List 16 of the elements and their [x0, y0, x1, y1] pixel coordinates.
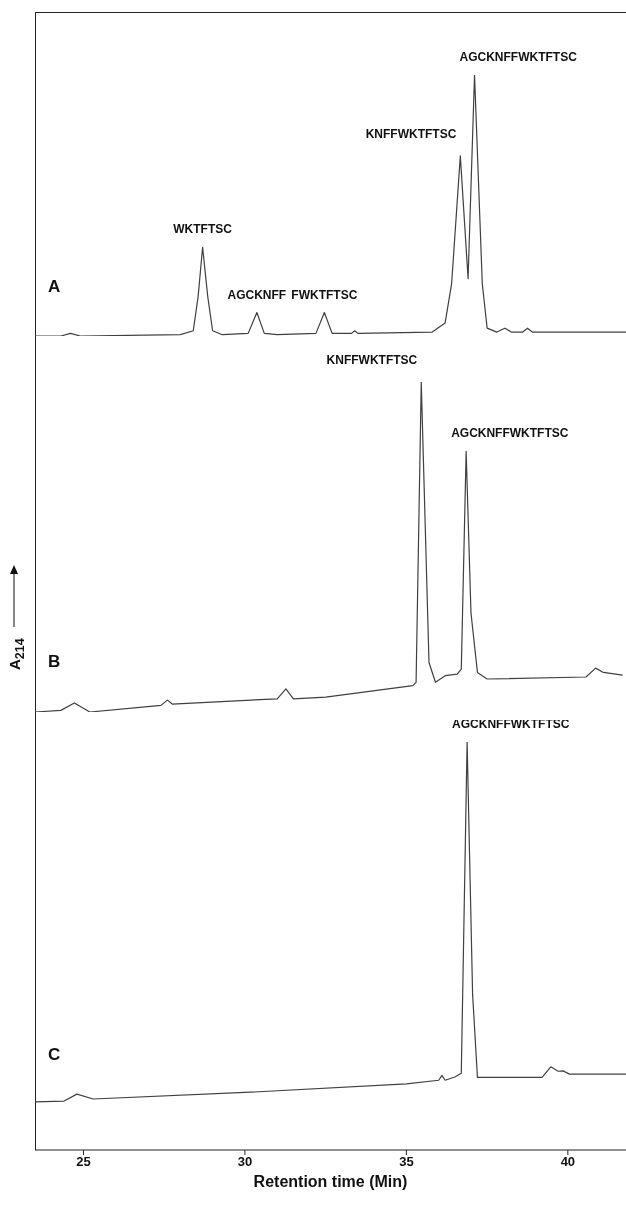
- annotation: FWKTFTSC: [291, 287, 358, 302]
- annotation: KNFFWKTFTSC: [365, 126, 457, 141]
- annotation: WKTFTSC: [173, 222, 233, 237]
- annotation: AGCKNFFWKTFTSC: [452, 717, 570, 731]
- x-tick-label: 35: [399, 1154, 414, 1170]
- text: B: [48, 652, 61, 672]
- annotation: AGCKNFFWKTFTSC: [459, 50, 578, 64]
- x-axis-title: Retention time (Min): [253, 1173, 408, 1190]
- annotation: AGCKNFF: [227, 287, 287, 302]
- annotation: AGCKNFFWKTFTSC: [451, 426, 569, 441]
- x-tick-label: 25: [76, 1154, 91, 1170]
- x-tick-label: 40: [560, 1154, 576, 1170]
- text: A: [48, 277, 61, 297]
- text: C: [48, 1045, 61, 1065]
- x-tick-label: 30: [237, 1154, 253, 1170]
- annotation: KNFFWKTFTSC: [326, 353, 418, 367]
